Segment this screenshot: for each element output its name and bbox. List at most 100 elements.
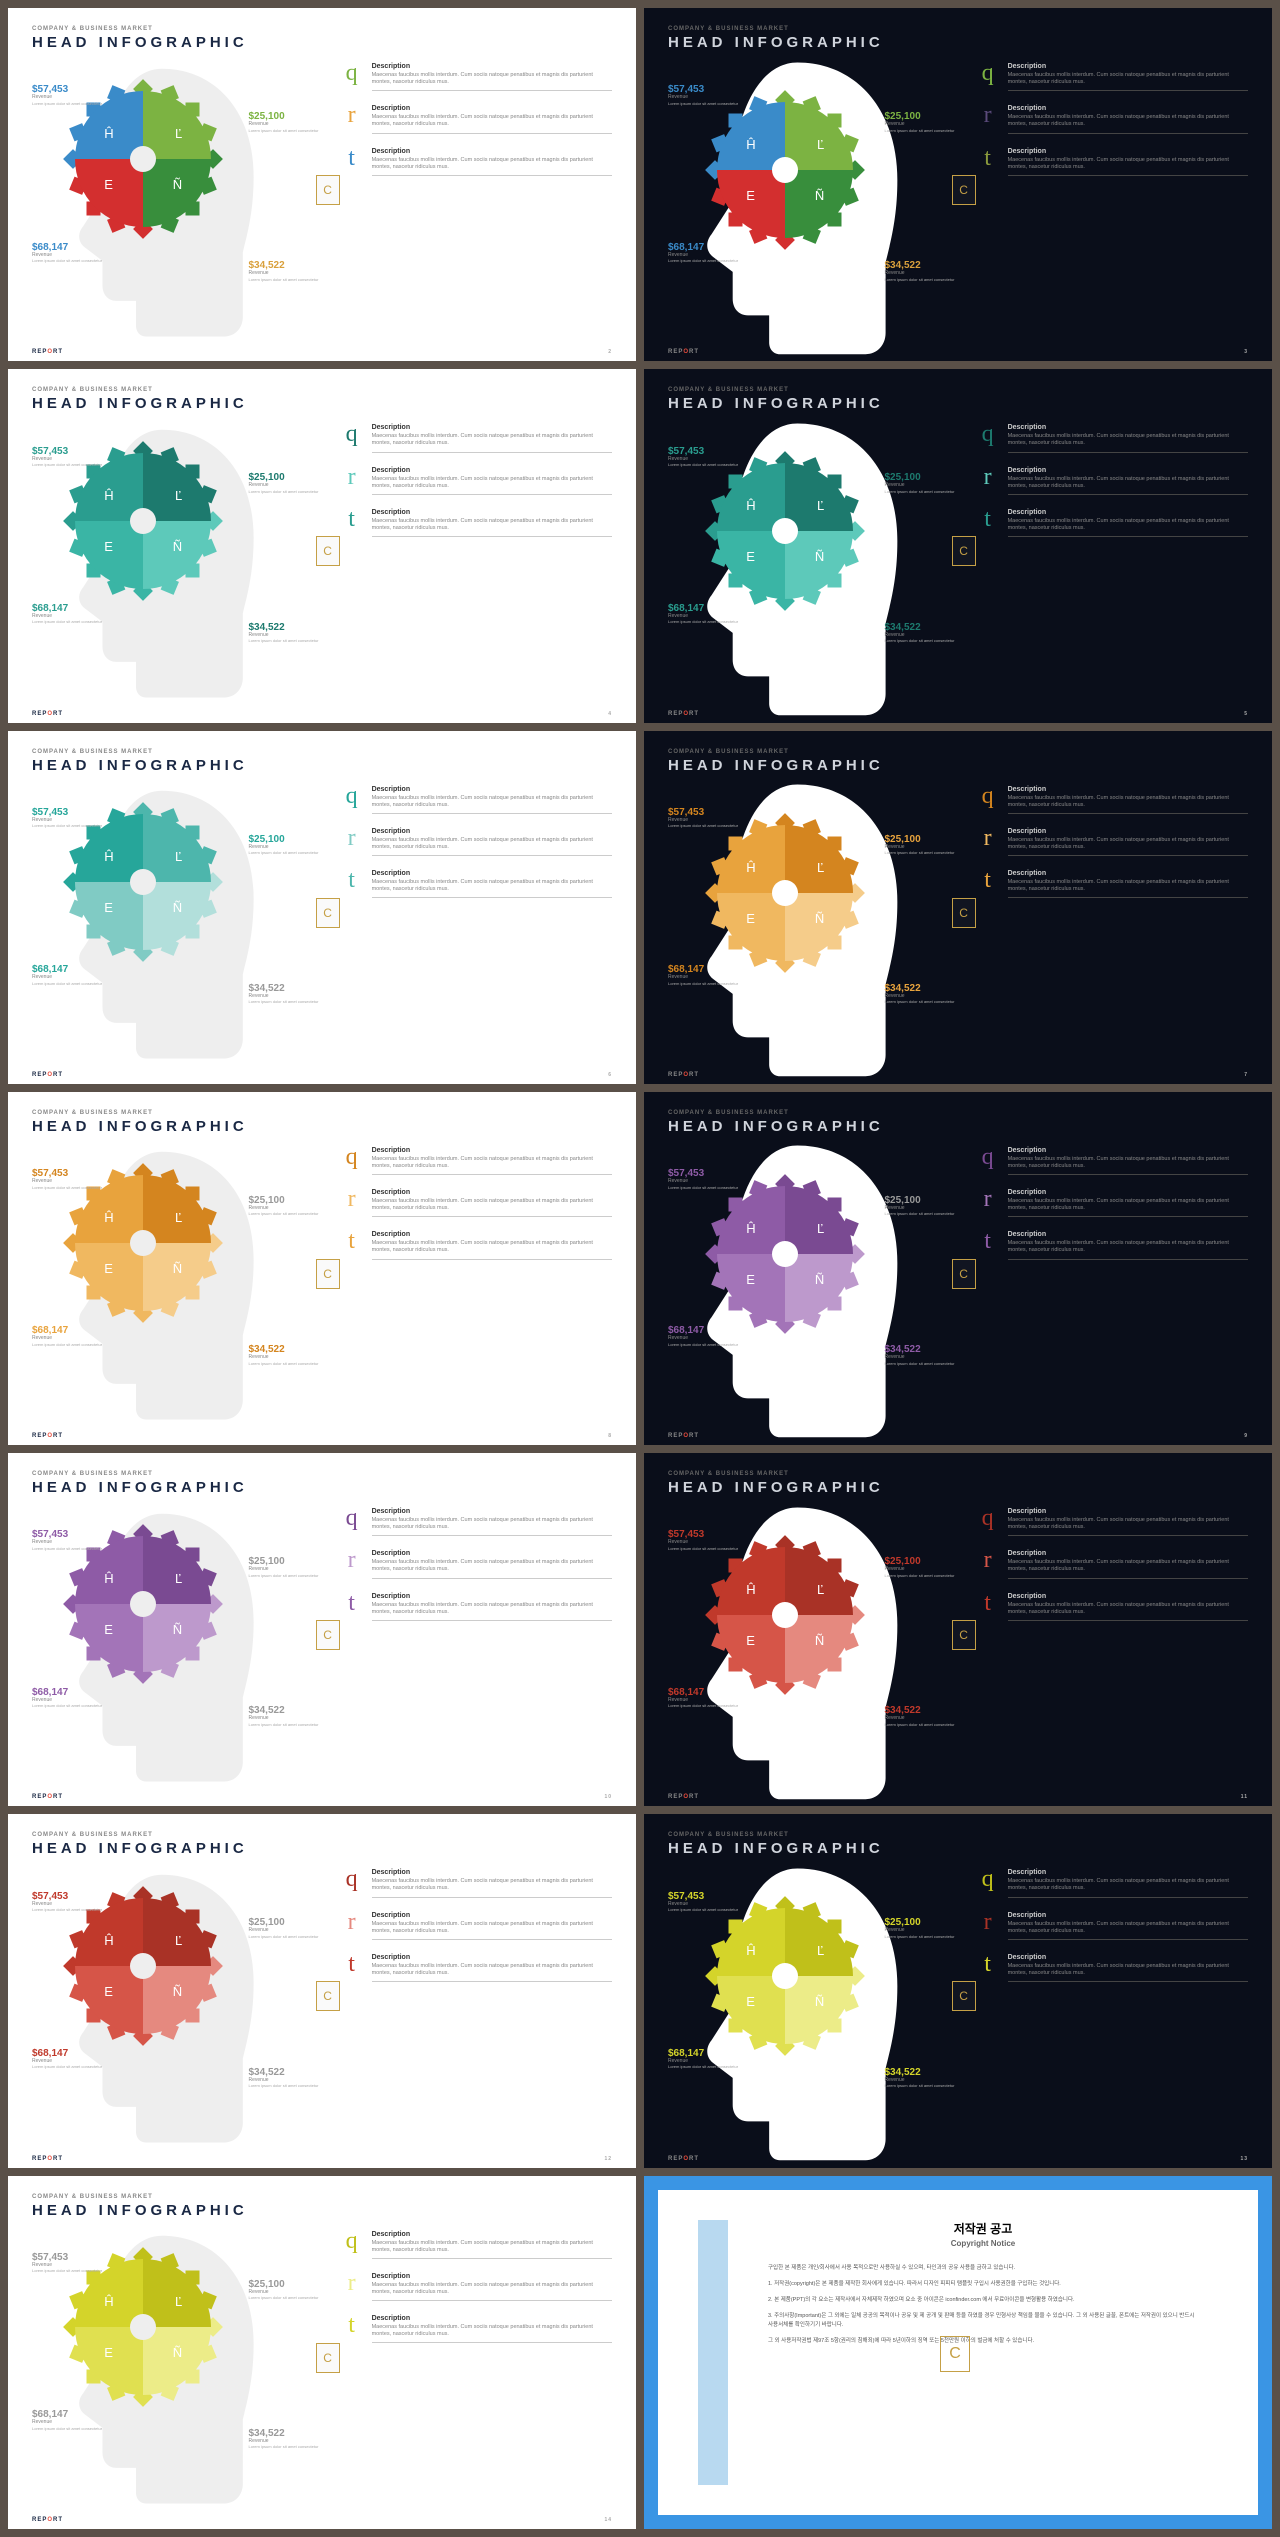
callout: $57,453 Revenue Lorem ipsum dolor sit am… [32, 1891, 102, 1913]
badge-icon: C [940, 2336, 970, 2372]
slide-footer: REPORT 13 [668, 2156, 1248, 2162]
callout: $57,453 Revenue Lorem ipsum dolor sit am… [32, 446, 102, 468]
slide-subtitle: COMPANY & BUSINESS MARKET [668, 749, 1248, 755]
slide-subtitle: COMPANY & BUSINESS MARKET [32, 2194, 612, 2200]
callout: $25,100 Revenue Lorem ipsum dolor sit am… [248, 1195, 318, 1217]
description-row: r Description Maecenas faucibus mollis i… [978, 1550, 1248, 1578]
gear-chart: Ĥ Ľ E Ñ [710, 1901, 860, 2051]
slide-subtitle: COMPANY & BUSINESS MARKET [32, 1110, 612, 1116]
callout: $25,100 Revenue Lorem ipsum dolor sit am… [248, 1917, 318, 1939]
slide: COMPANY & BUSINESS MARKET HEAD INFOGRAPH… [8, 1814, 636, 2167]
letter-icon: t [342, 148, 362, 170]
infographic-area: Ĥ Ľ E Ñ $57,453 Revenue Lorem ipsum dolo… [32, 63, 334, 330]
badge-icon: C [952, 1259, 976, 1289]
callout: $68,147 Revenue Lorem ipsum dolor sit am… [668, 964, 738, 986]
slide-title: HEAD INFOGRAPHIC [32, 2202, 612, 2219]
description-row: r Description Maecenas faucibus mollis i… [978, 1912, 1248, 1940]
callout: $25,100 Revenue Lorem ipsum dolor sit am… [884, 472, 954, 494]
slide-title: HEAD INFOGRAPHIC [32, 1840, 612, 1857]
slide-title: HEAD INFOGRAPHIC [668, 34, 1248, 51]
description-row: q Description Maecenas faucibus mollis i… [342, 1147, 612, 1175]
callout: $34,522 Revenue Lorem ipsum dolor sit am… [248, 260, 318, 282]
letter-icon: r [342, 1912, 362, 1934]
letter-icon: t [342, 509, 362, 531]
description-row: r Description Maecenas faucibus mollis i… [342, 1189, 612, 1217]
letter-icon: r [978, 105, 998, 127]
callout: $57,453 Revenue Lorem ipsum dolor sit am… [32, 1168, 102, 1190]
gear-chart: Ĥ Ľ E Ñ [710, 1179, 860, 1329]
description-row: q Description Maecenas faucibus mollis i… [978, 63, 1248, 91]
callout: $68,147 Revenue Lorem ipsum dolor sit am… [32, 603, 102, 625]
callout: $34,522 Revenue Lorem ipsum dolor sit am… [884, 1705, 954, 1727]
descriptions: q Description Maecenas faucibus mollis i… [970, 1869, 1248, 2136]
copyright-notice: 저작권 공고 Copyright Notice 구입한 본 제품은 개인/회사에… [644, 2176, 1272, 2529]
letter-icon: r [342, 1550, 362, 1572]
description-row: r Description Maecenas faucibus mollis i… [342, 467, 612, 495]
slide-footer: REPORT 5 [668, 711, 1248, 717]
letter-icon: t [978, 1593, 998, 1615]
slide-title: HEAD INFOGRAPHIC [668, 1118, 1248, 1135]
descriptions: q Description Maecenas faucibus mollis i… [334, 1508, 612, 1775]
badge-icon: C [316, 1981, 340, 2011]
infographic-area: Ĥ Ľ E Ñ $57,453 Revenue Lorem ipsum dolo… [32, 1508, 334, 1775]
slide: COMPANY & BUSINESS MARKET HEAD INFOGRAPH… [8, 369, 636, 722]
slide: COMPANY & BUSINESS MARKET HEAD INFOGRAPH… [644, 369, 1272, 722]
infographic-area: Ĥ Ľ E Ñ $57,453 Revenue Lorem ipsum dolo… [32, 786, 334, 1053]
description-row: q Description Maecenas faucibus mollis i… [342, 786, 612, 814]
infographic-area: Ĥ Ľ E Ñ $57,453 Revenue Lorem ipsum dolo… [32, 1147, 334, 1414]
callout: $68,147 Revenue Lorem ipsum dolor sit am… [668, 603, 738, 625]
letter-icon: q [342, 2231, 362, 2253]
description-row: q Description Maecenas faucibus mollis i… [342, 424, 612, 452]
slide: COMPANY & BUSINESS MARKET HEAD INFOGRAPH… [8, 2176, 636, 2529]
description-row: q Description Maecenas faucibus mollis i… [978, 786, 1248, 814]
infographic-area: Ĥ Ľ E Ñ $57,453 Revenue Lorem ipsum dolo… [668, 786, 970, 1053]
descriptions: q Description Maecenas faucibus mollis i… [334, 1147, 612, 1414]
slide-subtitle: COMPANY & BUSINESS MARKET [32, 387, 612, 393]
descriptions: q Description Maecenas faucibus mollis i… [334, 63, 612, 330]
slide-subtitle: COMPANY & BUSINESS MARKET [32, 749, 612, 755]
letter-icon: q [342, 63, 362, 85]
callout: $25,100 Revenue Lorem ipsum dolor sit am… [884, 1917, 954, 1939]
letter-icon: q [342, 1147, 362, 1169]
slide: COMPANY & BUSINESS MARKET HEAD INFOGRAPH… [644, 731, 1272, 1084]
letter-icon: t [978, 1231, 998, 1253]
slide: COMPANY & BUSINESS MARKET HEAD INFOGRAPH… [8, 8, 636, 361]
description-row: t Description Maecenas faucibus mollis i… [342, 1231, 612, 1259]
callout: $34,522 Revenue Lorem ipsum dolor sit am… [884, 260, 954, 282]
letter-icon: r [342, 467, 362, 489]
letter-icon: r [978, 1189, 998, 1211]
slide-footer: REPORT 2 [32, 349, 612, 355]
callout: $68,147 Revenue Lorem ipsum dolor sit am… [668, 242, 738, 264]
slide: COMPANY & BUSINESS MARKET HEAD INFOGRAPH… [8, 1453, 636, 1806]
letter-icon: t [978, 1954, 998, 1976]
slide-footer: REPORT 14 [32, 2517, 612, 2523]
slide-title: HEAD INFOGRAPHIC [32, 757, 612, 774]
letter-icon: q [978, 1508, 998, 1530]
description-row: r Description Maecenas faucibus mollis i… [978, 1189, 1248, 1217]
badge-icon: C [952, 898, 976, 928]
gear-chart: Ĥ Ľ E Ñ [68, 1891, 218, 2041]
callout: $34,522 Revenue Lorem ipsum dolor sit am… [248, 1705, 318, 1727]
callout: $68,147 Revenue Lorem ipsum dolor sit am… [668, 2048, 738, 2070]
slide-title: HEAD INFOGRAPHIC [32, 1479, 612, 1496]
slide: COMPANY & BUSINESS MARKET HEAD INFOGRAPH… [8, 1092, 636, 1445]
callout: $68,147 Revenue Lorem ipsum dolor sit am… [32, 2409, 102, 2431]
slide: COMPANY & BUSINESS MARKET HEAD INFOGRAPH… [644, 1453, 1272, 1806]
callout: $57,453 Revenue Lorem ipsum dolor sit am… [668, 1891, 738, 1913]
letter-icon: r [978, 1550, 998, 1572]
gear-chart: Ĥ Ľ E Ñ [68, 446, 218, 596]
infographic-area: Ĥ Ľ E Ñ $57,453 Revenue Lorem ipsum dolo… [32, 424, 334, 691]
callout: $25,100 Revenue Lorem ipsum dolor sit am… [248, 2279, 318, 2301]
callout: $34,522 Revenue Lorem ipsum dolor sit am… [248, 1344, 318, 1366]
infographic-area: Ĥ Ľ E Ñ $57,453 Revenue Lorem ipsum dolo… [32, 1869, 334, 2136]
callout: $34,522 Revenue Lorem ipsum dolor sit am… [884, 2067, 954, 2089]
callout: $68,147 Revenue Lorem ipsum dolor sit am… [32, 1687, 102, 1709]
callout: $34,522 Revenue Lorem ipsum dolor sit am… [884, 1344, 954, 1366]
badge-icon: C [316, 175, 340, 205]
slide: COMPANY & BUSINESS MARKET HEAD INFOGRAPH… [644, 1092, 1272, 1445]
letter-icon: r [342, 828, 362, 850]
letter-icon: t [342, 2315, 362, 2337]
slide: COMPANY & BUSINESS MARKET HEAD INFOGRAPH… [644, 8, 1272, 361]
badge-icon: C [952, 1620, 976, 1650]
description-row: t Description Maecenas faucibus mollis i… [342, 1954, 612, 1982]
